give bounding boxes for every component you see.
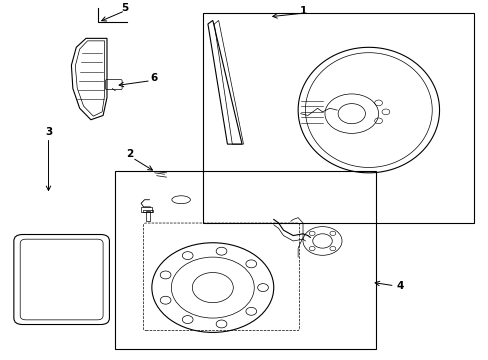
Text: 1: 1 xyxy=(299,6,306,17)
Text: 2: 2 xyxy=(126,149,133,159)
Bar xyxy=(143,210,153,212)
Text: 6: 6 xyxy=(150,73,158,83)
Bar xyxy=(203,13,473,223)
Text: 5: 5 xyxy=(121,3,128,13)
Bar xyxy=(141,207,152,212)
Text: 4: 4 xyxy=(396,281,404,291)
Bar xyxy=(115,171,375,348)
Bar xyxy=(145,211,150,221)
Text: 3: 3 xyxy=(45,127,52,136)
